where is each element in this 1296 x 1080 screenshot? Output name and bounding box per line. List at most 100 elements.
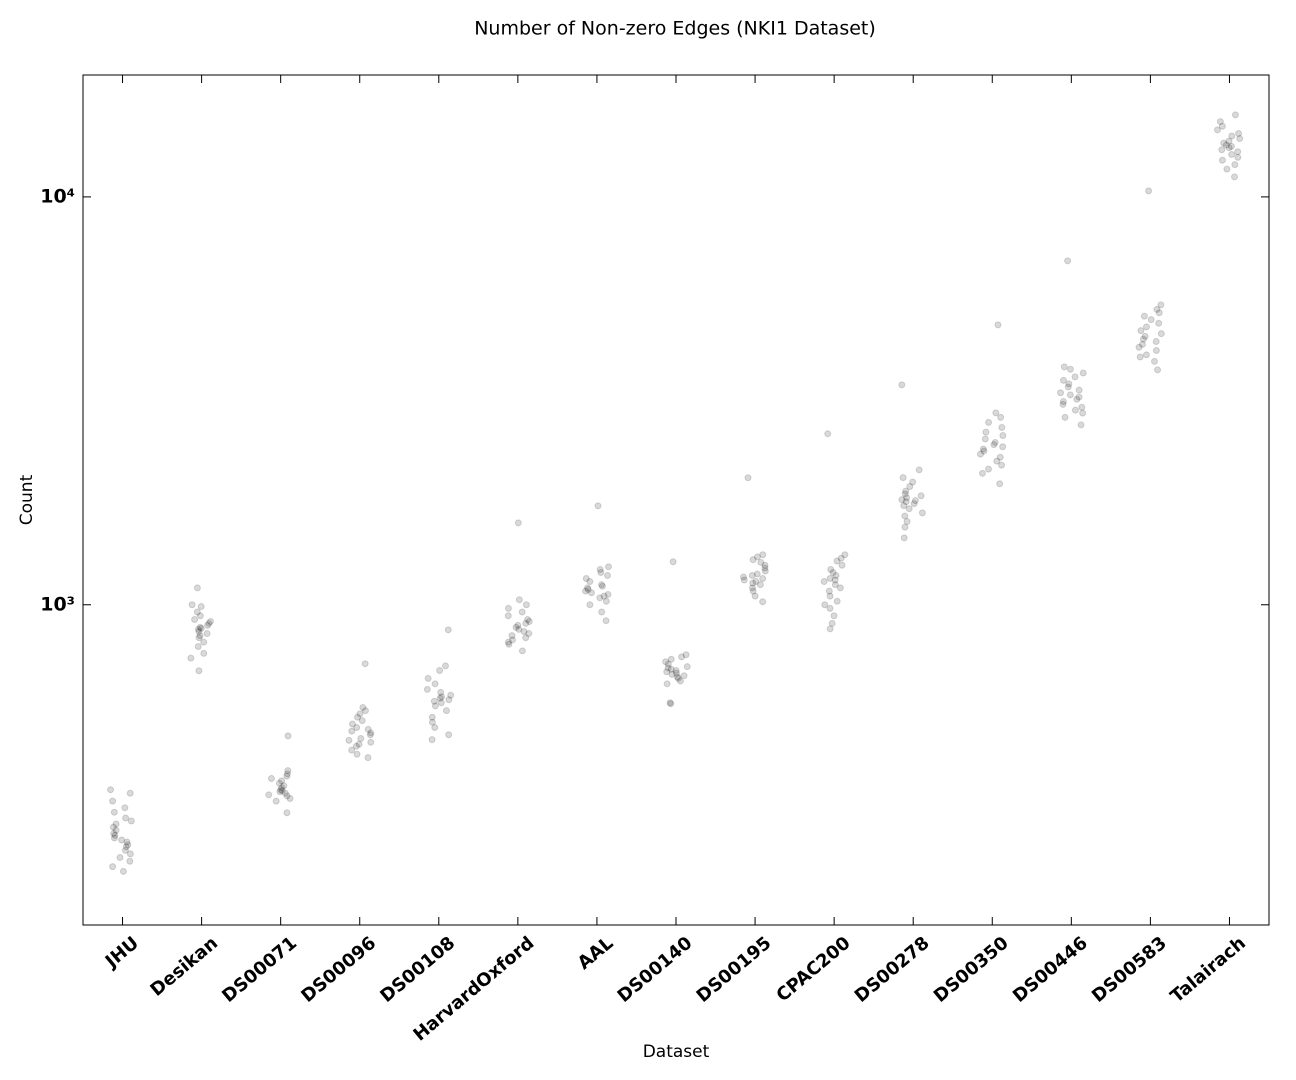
data-point	[364, 754, 372, 762]
data-point	[979, 445, 987, 453]
data-point	[1228, 132, 1236, 140]
data-point	[512, 623, 520, 631]
data-point	[757, 558, 765, 566]
data-point	[107, 786, 115, 794]
data-point	[1061, 413, 1069, 421]
data-point	[668, 670, 676, 678]
data-point	[832, 571, 840, 579]
data-point	[110, 808, 118, 816]
data-point	[522, 619, 530, 627]
data-point	[915, 466, 923, 474]
data-point	[761, 567, 769, 575]
data-point	[748, 571, 756, 579]
data-point	[352, 742, 360, 750]
data-point	[188, 601, 196, 609]
data-point	[196, 623, 204, 631]
data-point	[752, 578, 760, 586]
data-point	[126, 789, 134, 797]
data-point	[345, 736, 353, 744]
data-point	[283, 809, 291, 817]
data-point	[197, 603, 205, 611]
data-point	[996, 480, 1004, 488]
data-point	[664, 664, 672, 672]
data-point	[358, 717, 366, 725]
data-point	[1236, 135, 1244, 143]
data-point	[756, 581, 764, 589]
data-point	[903, 494, 911, 502]
data-point	[1079, 369, 1087, 377]
data-point	[1213, 126, 1221, 134]
data-point	[1059, 398, 1067, 406]
data-point	[109, 797, 117, 805]
data-point	[1155, 309, 1163, 317]
data-point	[1077, 421, 1085, 429]
data-point	[206, 617, 214, 625]
data-point	[522, 634, 530, 642]
data-point	[598, 608, 606, 616]
data-point	[991, 438, 999, 446]
data-point	[831, 581, 839, 589]
data-point	[431, 724, 439, 732]
data-point	[662, 658, 670, 666]
data-point	[586, 578, 594, 586]
data-point	[118, 836, 126, 844]
data-point	[361, 707, 369, 715]
data-point	[759, 598, 767, 606]
data-point	[525, 617, 533, 625]
x-tick-label: Talairach	[1167, 933, 1250, 1008]
data-point	[984, 465, 992, 473]
data-point	[504, 638, 512, 646]
x-tick-label: DS00350	[930, 933, 1013, 1007]
data-point	[825, 587, 833, 595]
data-point	[109, 863, 117, 871]
y-axis-label: Count	[17, 474, 37, 525]
data-point	[1234, 148, 1242, 156]
data-point	[1059, 400, 1067, 408]
data-point	[600, 592, 608, 600]
data-point	[759, 574, 767, 582]
y-tick-label: 10⁴	[40, 185, 75, 207]
data-point	[430, 697, 438, 705]
data-point	[828, 619, 836, 627]
data-point	[836, 584, 844, 592]
data-point	[367, 729, 375, 737]
data-point	[364, 725, 372, 733]
data-point	[751, 592, 759, 600]
data-point	[829, 568, 837, 576]
x-tick-label: DS00140	[614, 933, 697, 1007]
data-point	[1079, 409, 1087, 417]
data-point	[195, 634, 203, 642]
data-point	[1231, 161, 1239, 169]
data-point	[1064, 257, 1072, 265]
data-point	[824, 430, 832, 438]
data-point	[748, 584, 756, 592]
data-point	[1142, 351, 1150, 359]
data-point	[504, 612, 512, 620]
data-point	[980, 447, 988, 455]
data-point	[820, 578, 828, 586]
data-point	[1147, 316, 1155, 324]
data-point	[204, 621, 212, 629]
data-point	[604, 590, 612, 598]
data-point	[353, 724, 361, 732]
data-point	[831, 576, 839, 584]
data-point	[999, 432, 1007, 440]
data-point	[116, 854, 124, 862]
data-point	[761, 564, 769, 572]
data-point	[124, 841, 132, 849]
data-point	[356, 710, 364, 718]
data-point	[667, 655, 675, 663]
data-point	[196, 632, 204, 640]
data-point	[1135, 343, 1143, 351]
data-point	[1157, 330, 1165, 338]
data-point	[837, 554, 845, 562]
data-point	[193, 608, 201, 616]
data-point	[1139, 340, 1147, 348]
data-point	[917, 492, 925, 500]
data-point	[203, 630, 211, 638]
data-point	[901, 523, 909, 531]
data-point	[663, 668, 671, 676]
data-point	[119, 867, 127, 875]
data-point	[187, 654, 195, 662]
x-tick-label: JHU	[100, 933, 143, 974]
